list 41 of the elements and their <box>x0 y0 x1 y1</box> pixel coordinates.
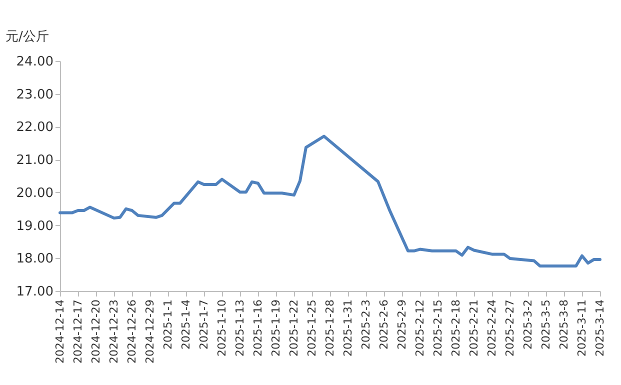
y-tick-label: 19.00 <box>16 218 54 234</box>
x-tick-label: 2025-1-16 <box>252 300 264 356</box>
x-tick-label: 2024-12-29 <box>144 300 156 364</box>
x-tick-label: 2025-1-25 <box>306 300 318 356</box>
x-tick-label: 2024-12-17 <box>72 300 84 364</box>
x-tick-label: 2025-2-21 <box>468 300 480 356</box>
x-tick-label: 2025-1-10 <box>216 300 228 356</box>
y-tick-label: 21.00 <box>16 153 54 168</box>
y-tick-label: 20.00 <box>16 186 54 201</box>
x-tick-label: 2025-1-31 <box>342 300 354 356</box>
x-tick-label: 2024-12-26 <box>126 300 138 364</box>
x-tick-label: 2025-2-18 <box>450 300 462 356</box>
x-tick-label: 2025-1-7 <box>198 300 210 350</box>
x-tick-label: 2025-1-19 <box>270 300 282 356</box>
y-tick-label: 22.00 <box>16 120 54 136</box>
y-tick-label: 24.00 <box>16 54 54 70</box>
x-tick-label: 2025-1-22 <box>288 300 300 356</box>
x-tick-label: 2025-2-24 <box>486 300 498 356</box>
x-tick-label: 2025-1-13 <box>234 300 246 356</box>
x-tick-label: 2025-2-27 <box>504 300 516 356</box>
x-tick-label: 2025-2-9 <box>396 300 408 350</box>
x-tick-label: 2025-3-5 <box>540 300 552 350</box>
y-tick-label: 23.00 <box>16 87 54 102</box>
x-tick-label: 2025-3-11 <box>576 300 588 356</box>
x-tick-label: 2025-2-6 <box>378 300 390 350</box>
x-tick-label: 2025-2-12 <box>414 300 426 356</box>
x-tick-label: 2024-12-23 <box>108 300 120 364</box>
x-tick-label: 2025-1-4 <box>180 300 192 350</box>
x-tick-label: 2025-2-15 <box>432 300 444 356</box>
line-series <box>58 134 602 268</box>
y-tick-label: 18.00 <box>16 252 54 267</box>
x-tick-label: 2025-1-28 <box>324 300 336 356</box>
x-tick-label: 2024-12-14 <box>54 300 66 364</box>
y-tick-label: 17.00 <box>16 284 54 300</box>
x-tick-label: 2025-1-1 <box>162 300 174 350</box>
x-tick-label: 2025-3-8 <box>558 300 570 350</box>
x-tick-label: 2024-12-20 <box>90 300 102 364</box>
y-axis-title: 元/公斤 <box>6 30 49 44</box>
x-tick-label: 2025-3-14 <box>594 300 606 356</box>
x-tick-label: 2025-2-3 <box>360 300 372 350</box>
x-tick-label: 2025-3-2 <box>522 300 534 350</box>
